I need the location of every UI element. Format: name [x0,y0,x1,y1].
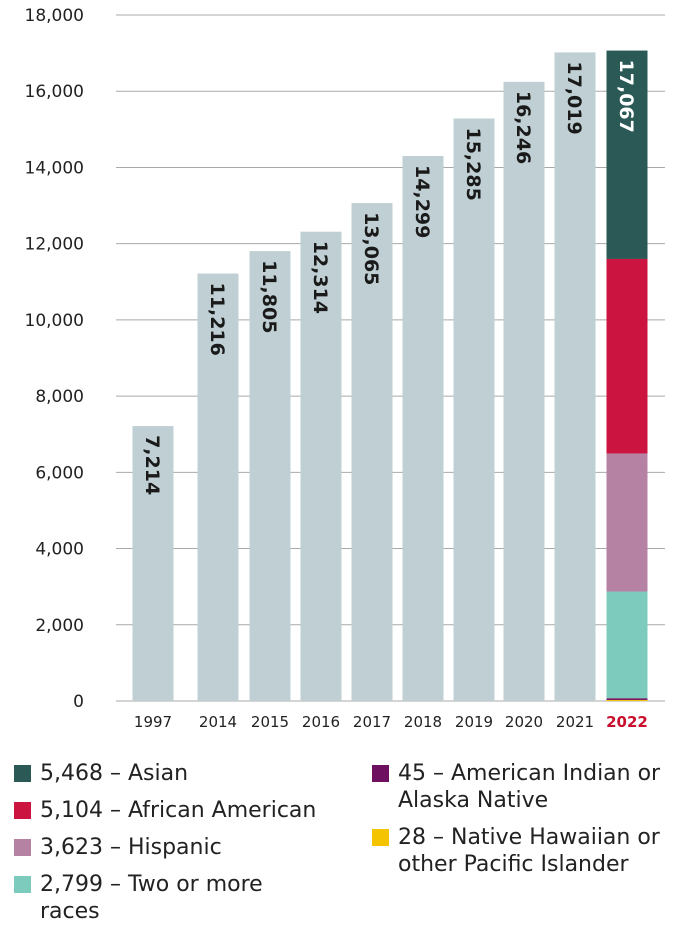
bar [197,273,239,701]
x-tick-label: 2014 [199,713,237,731]
legend-item-two-or-more-races: 2,799 – Two or more races [14,871,354,925]
bar-value-label: 11,805 [258,260,280,333]
bar-value-label: 17,067 [615,60,637,133]
bar [402,156,444,702]
legend-item-native-hawaiian: 28 – Native Hawaiian or other Pacific Is… [372,824,697,878]
x-axis-ticks: 1997 2014 2015 2016 2017 2018 2019 2020 2021 2022 [134,713,648,731]
bar-value-label: 16,246 [512,91,534,164]
bar-value-label: 12,314 [309,241,331,314]
x-tick-label: 2020 [505,713,543,731]
x-tick-label: 2018 [404,713,442,731]
legend-item-asian: 5,468 – Asian [14,760,354,787]
legend-item-hispanic: 3,623 – Hispanic [14,834,354,861]
x-tick-label: 2017 [353,713,391,731]
bar-segment [606,453,648,592]
bar-value-labels: 7,214 11,216 11,805 12,314 13,065 14,299 15,28… [141,60,637,496]
x-tick-label: 2022 [606,713,648,731]
bar [453,118,495,701]
y-tick-label: 0 [73,692,84,712]
y-tick-label: 2,000 [35,616,84,636]
x-tick-label: 1997 [134,713,172,731]
legend-swatch [372,829,389,846]
bar [554,52,596,701]
bar-segment [606,698,648,700]
x-tick-label: 2021 [556,713,594,731]
legend-swatch [14,765,31,782]
x-tick-label: 2019 [455,713,493,731]
legend-column-right: 45 – American Indian or Alaska Native 28… [372,760,697,888]
bar-value-label: 7,214 [141,435,163,495]
bar-value-label: 17,019 [563,61,585,134]
y-tick-label: 14,000 [25,158,84,178]
legend-item-american-indian: 45 – American Indian or Alaska Native [372,760,697,814]
bar [351,203,393,701]
y-tick-label: 12,000 [25,235,84,255]
legend-label: 5,104 – African American [40,798,317,823]
legend-label: 28 – Native Hawaiian or other Pacific Is… [398,825,660,877]
legend-label: 45 – American Indian or Alaska Native [398,761,661,813]
legend-swatch [14,876,31,893]
legend-item-african-american: 5,104 – African American [14,797,354,824]
legend-swatch [372,765,389,782]
bar-segment [606,258,648,454]
legend-swatch [14,802,31,819]
bar [249,251,291,701]
legend: 5,468 – Asian 5,104 – African American 3… [0,760,699,941]
legend-label: 3,623 – Hispanic [40,835,222,860]
legend-label: 5,468 – Asian [40,761,189,786]
bars [132,50,648,702]
bar [503,81,545,702]
legend-swatch [14,839,31,856]
bar [300,231,342,702]
bar-value-label: 11,216 [206,283,228,356]
y-tick-label: 16,000 [25,82,84,102]
bar-segment [606,591,648,699]
bar-segment [606,50,648,259]
bar-value-label: 15,285 [462,127,484,200]
legend-label: 2,799 – Two or more races [40,872,263,924]
bar-value-label: 13,065 [360,212,382,285]
x-tick-label: 2015 [251,713,289,731]
x-tick-label: 2016 [302,713,340,731]
y-tick-label: 10,000 [25,311,84,331]
y-tick-label: 4,000 [35,540,84,560]
bar [132,426,174,701]
legend-column-left: 5,468 – Asian 5,104 – African American 3… [14,760,354,935]
y-axis-ticks: 0 2,000 4,000 6,000 8,000 10,000 12,000 14,000 1… [25,6,84,712]
y-tick-label: 6,000 [35,463,84,483]
bar-value-label: 14,299 [411,165,433,238]
y-tick-label: 18,000 [25,6,84,26]
bar-chart: 0 2,000 4,000 6,000 8,000 10,000 12,000 14,000 1… [25,6,665,731]
y-tick-label: 8,000 [35,387,84,407]
bar-segment [606,699,648,701]
